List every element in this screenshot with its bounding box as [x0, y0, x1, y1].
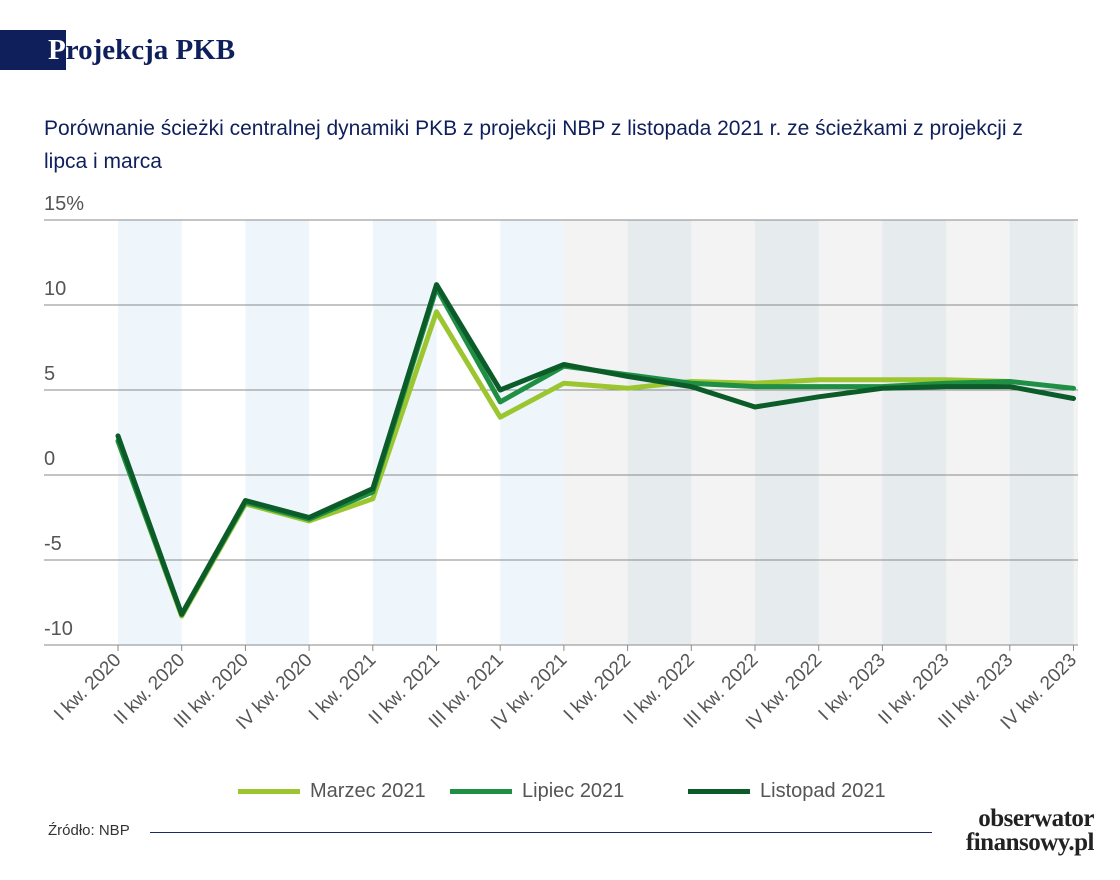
y-tick-label: 15%: [44, 193, 84, 215]
quarter-band: [500, 220, 564, 645]
quarter-band: [1010, 220, 1074, 645]
y-tick-label: 5: [44, 363, 55, 385]
y-tick-label: 10: [44, 278, 66, 300]
quarter-band: [882, 220, 946, 645]
legend-swatch: [238, 789, 300, 794]
legend-item: Marzec 2021: [238, 776, 426, 806]
chart-legend: Marzec 2021 Lipiec 2021 Listopad 2021: [0, 776, 1120, 806]
logo-line-2: finansowy.pl: [944, 830, 1094, 856]
quarter-band: [755, 220, 819, 645]
legend-label: Listopad 2021: [760, 780, 886, 803]
legend-label: Marzec 2021: [310, 780, 426, 803]
y-tick-label: 0: [44, 448, 55, 470]
legend-swatch: [450, 789, 512, 794]
y-tick-label: -10: [44, 618, 73, 640]
quarter-band: [628, 220, 692, 645]
legend-item: Lipiec 2021: [450, 776, 624, 806]
logo-line-1: obserwator: [944, 808, 1094, 830]
quarter-band: [245, 220, 309, 645]
chart-background-bands: [118, 220, 1078, 645]
y-tick-label: -5: [44, 533, 62, 555]
publisher-logo: obserwator finansowy.pl: [944, 808, 1094, 856]
footer-divider: [150, 832, 932, 833]
quarter-band: [373, 220, 437, 645]
legend-item: Listopad 2021: [688, 776, 886, 806]
legend-swatch: [688, 789, 750, 794]
legend-label: Lipiec 2021: [522, 780, 624, 803]
source-note: Źródło: NBP: [48, 822, 130, 839]
y-axis-tick-labels: 15% 10 5 0 -5 -10: [44, 193, 84, 640]
